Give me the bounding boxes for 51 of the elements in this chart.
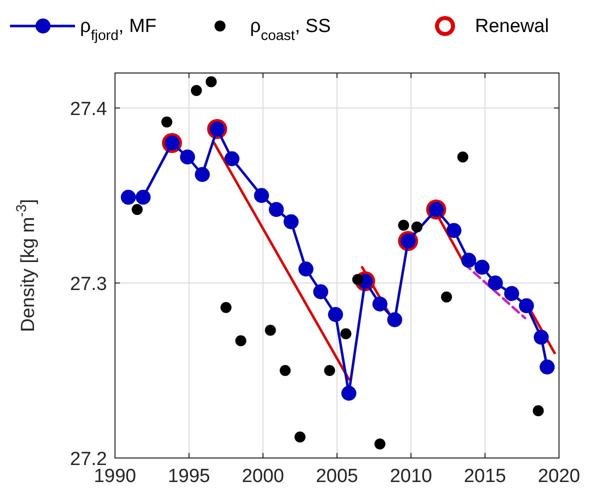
point bbox=[254, 188, 270, 203]
x-tick-label: 2005 bbox=[316, 466, 358, 487]
point bbox=[194, 167, 210, 182]
point bbox=[235, 335, 246, 346]
point bbox=[441, 292, 452, 302]
y-tick-label: 27.3 bbox=[70, 274, 107, 295]
point bbox=[268, 202, 284, 217]
x-tick-label: 1995 bbox=[168, 466, 210, 487]
y-tick-label: 27.4 bbox=[70, 99, 108, 120]
x-tick-label: 2010 bbox=[390, 466, 432, 487]
point bbox=[284, 214, 299, 230]
point bbox=[372, 296, 388, 312]
point bbox=[224, 151, 240, 166]
point bbox=[161, 116, 172, 128]
point bbox=[534, 330, 549, 345]
point bbox=[457, 152, 468, 162]
point bbox=[324, 365, 336, 376]
point bbox=[518, 298, 534, 314]
point bbox=[340, 328, 352, 340]
point bbox=[132, 204, 143, 215]
point bbox=[461, 252, 476, 268]
x-tick-label: 2020 bbox=[538, 466, 580, 487]
point bbox=[341, 386, 356, 401]
point bbox=[280, 365, 291, 376]
point bbox=[180, 150, 196, 164]
legend-label: ρ$_{fjord}$, MF bbox=[80, 16, 157, 44]
legend-label: ρ$_{coast}$, SS bbox=[250, 16, 331, 44]
point bbox=[120, 190, 136, 205]
point bbox=[411, 222, 422, 232]
x-tick-label: 2000 bbox=[242, 466, 284, 487]
point bbox=[374, 438, 386, 450]
point bbox=[540, 360, 555, 374]
point bbox=[190, 85, 202, 96]
point bbox=[220, 302, 232, 313]
point bbox=[313, 284, 328, 300]
point bbox=[298, 262, 314, 276]
point bbox=[206, 76, 217, 88]
point bbox=[474, 260, 490, 275]
point bbox=[136, 190, 151, 205]
point bbox=[532, 405, 544, 416]
point bbox=[264, 324, 276, 336]
point bbox=[488, 276, 503, 290]
point bbox=[328, 307, 344, 322]
x-tick-label: 2015 bbox=[464, 466, 506, 487]
point bbox=[446, 223, 462, 238]
point bbox=[398, 220, 410, 231]
point bbox=[387, 312, 402, 328]
legend-label: Renewal bbox=[475, 16, 549, 37]
point bbox=[352, 274, 364, 285]
point bbox=[504, 286, 520, 301]
point bbox=[294, 432, 306, 442]
